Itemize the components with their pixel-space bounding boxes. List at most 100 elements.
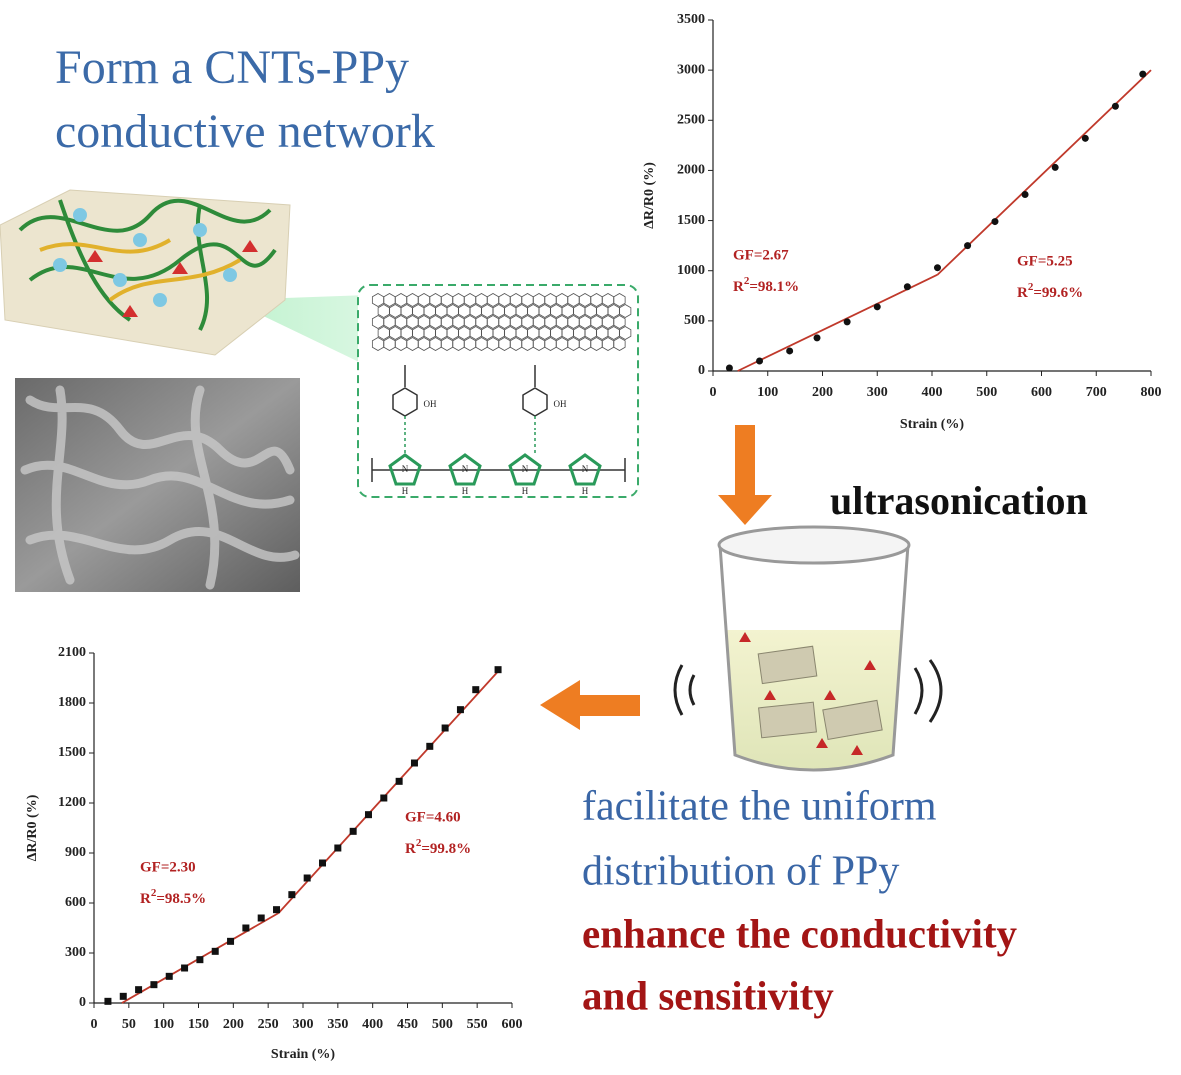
point <box>119 992 127 1000</box>
y-tick-label: 3500 <box>677 12 705 27</box>
y-tick-label: 3000 <box>677 62 705 77</box>
point <box>288 891 296 899</box>
annotation-gf: GF=2.30 <box>140 859 196 875</box>
outcome-text: enhance the conductivity <box>582 910 1018 956</box>
x-tick-label: 500 <box>432 1017 453 1032</box>
point <box>104 997 112 1005</box>
fit-line <box>277 670 499 914</box>
x-tick-label: 200 <box>223 1017 244 1032</box>
headline: conductive network <box>55 105 435 158</box>
y-tick-label: 600 <box>65 895 86 910</box>
headline: Form a CNTs-PPy <box>55 41 409 94</box>
cnt-cell <box>613 293 626 307</box>
atom-label: H <box>522 486 529 496</box>
y-tick-label: 0 <box>79 995 86 1010</box>
x-tick-label: 400 <box>362 1017 383 1032</box>
x-tick-label: 600 <box>1031 385 1052 400</box>
y-tick-label: 1500 <box>677 213 705 228</box>
y-tick-label: 900 <box>65 845 86 860</box>
cnt-cell <box>619 304 632 318</box>
x-tick-label: 400 <box>922 385 943 400</box>
point <box>349 827 357 835</box>
y-tick-label: 2500 <box>677 113 705 128</box>
annotation-gf: GF=2.67 <box>733 247 789 263</box>
outcome-text: and sensitivity <box>582 972 834 1018</box>
x-axis-label: Strain (%) <box>271 1047 336 1062</box>
point <box>211 947 219 955</box>
point <box>1081 134 1089 142</box>
x-tick-label: 800 <box>1141 385 1162 400</box>
y-tick-label: 1200 <box>58 795 86 810</box>
x-tick-label: 450 <box>397 1017 418 1032</box>
cnt-cell <box>613 315 626 329</box>
annotation-r2: R2=99.6% <box>1017 281 1083 302</box>
atom-label: H <box>582 486 589 496</box>
point <box>786 347 794 355</box>
y-tick-label: 500 <box>684 313 705 328</box>
beaker <box>673 525 943 772</box>
x-tick-label: 550 <box>467 1017 488 1032</box>
point <box>991 218 999 226</box>
r2-r: R <box>733 279 744 295</box>
r2-sup: 2 <box>744 275 750 287</box>
r2-rest: =98.5% <box>156 891 206 907</box>
annotation-r2: R2=98.1% <box>733 275 799 296</box>
fit-line <box>737 273 938 372</box>
point <box>933 264 941 272</box>
atom-label: OH <box>424 399 437 409</box>
point <box>843 318 851 326</box>
molecule-diagram <box>357 284 639 498</box>
atom-label: N <box>582 464 589 474</box>
y-tick-label: 1000 <box>677 263 705 278</box>
point <box>472 686 480 694</box>
point <box>1021 190 1029 198</box>
point <box>1051 163 1059 171</box>
point <box>873 303 881 311</box>
point <box>456 706 464 714</box>
atom-label: H <box>462 486 469 496</box>
point <box>756 357 764 365</box>
point <box>364 811 372 819</box>
x-tick-label: 350 <box>327 1017 348 1032</box>
point <box>196 956 204 964</box>
atom-label: N <box>402 464 409 474</box>
down-arrow <box>718 425 772 525</box>
point <box>1111 102 1119 110</box>
x-tick-label: 300 <box>867 385 888 400</box>
point <box>181 964 189 972</box>
atom-label: OH <box>554 399 567 409</box>
r2-r: R <box>1017 285 1028 301</box>
r2-r: R <box>140 891 151 907</box>
annotation-r2: R2=99.8% <box>405 837 471 858</box>
y-axis-label: ΔR/R0 (%) <box>642 162 657 229</box>
annotation-gf: GF=4.60 <box>405 809 461 825</box>
x-tick-label: 150 <box>188 1017 209 1032</box>
process-label: ultrasonication <box>830 478 1088 523</box>
point <box>227 937 235 945</box>
point <box>410 759 418 767</box>
y-tick-label: 0 <box>698 363 705 378</box>
x-tick-label: 300 <box>293 1017 314 1032</box>
point <box>1139 70 1147 78</box>
point <box>165 972 173 980</box>
y-tick-label: 2000 <box>677 163 705 178</box>
cnt-cell <box>619 326 632 340</box>
point <box>150 981 158 989</box>
effect-text: facilitate the uniform <box>582 784 937 830</box>
point <box>964 242 972 250</box>
point <box>242 924 250 932</box>
x-tick-label: 0 <box>91 1017 98 1032</box>
r2-sup: 2 <box>416 837 422 849</box>
point <box>725 364 733 372</box>
x-tick-label: 200 <box>812 385 833 400</box>
y-axis-label: ΔR/R0 (%) <box>25 794 40 861</box>
y-tick-label: 2100 <box>58 645 86 660</box>
x-tick-label: 700 <box>1086 385 1107 400</box>
point <box>334 844 342 852</box>
point <box>380 794 388 802</box>
x-tick-label: 250 <box>258 1017 279 1032</box>
point <box>319 859 327 867</box>
atom-label: N <box>462 464 469 474</box>
x-tick-label: 0 <box>710 385 717 400</box>
point <box>426 742 434 750</box>
